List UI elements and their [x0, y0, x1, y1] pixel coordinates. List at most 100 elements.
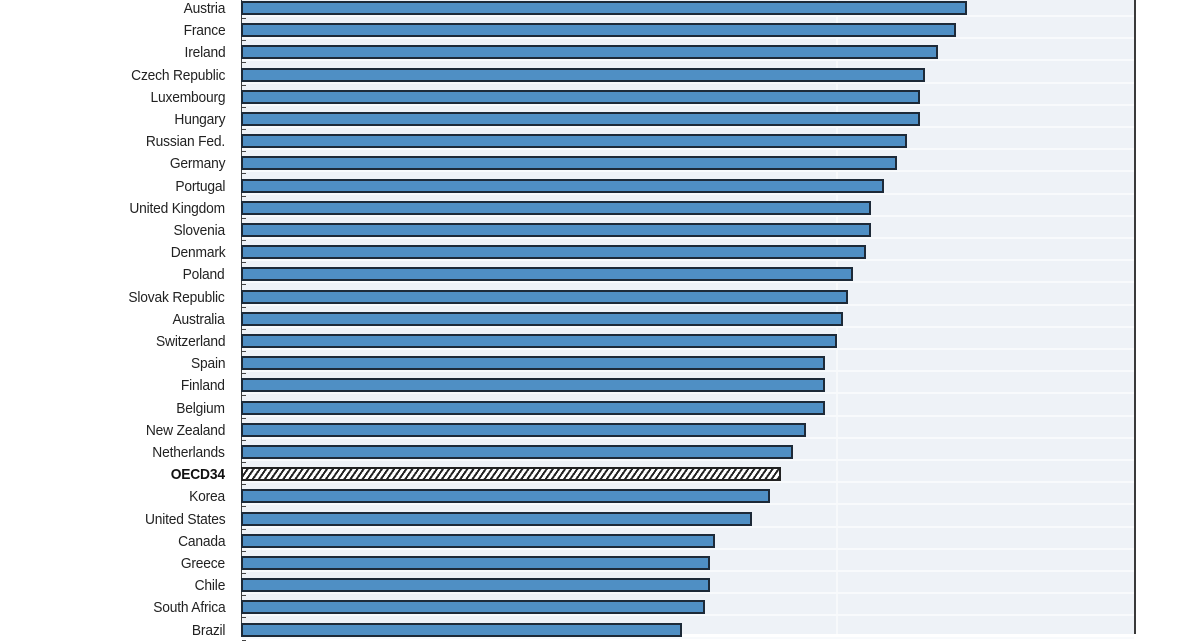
row-separator	[242, 370, 1134, 373]
country-bar	[241, 556, 711, 570]
bar-row: Greece	[0, 555, 1200, 577]
bar-row: Netherlands	[0, 444, 1200, 466]
row-separator	[242, 525, 1134, 528]
category-label: Greece	[180, 555, 225, 572]
bar-row: Spain	[0, 355, 1200, 377]
row-separator	[242, 503, 1134, 506]
country-bar	[241, 622, 682, 637]
category-label: Russian Fed.	[145, 133, 225, 151]
bar-row: New Zealand	[0, 422, 1200, 444]
axis-tick	[242, 62, 246, 64]
row-separator	[242, 126, 1134, 128]
country-bar	[241, 156, 897, 171]
country-bar	[241, 334, 837, 348]
country-bar	[241, 356, 826, 371]
category-label: Brazil	[191, 621, 226, 639]
axis-tick	[242, 351, 246, 352]
category-label: South Africa	[152, 599, 225, 617]
bar-row: Switzerland	[0, 333, 1200, 355]
bar-row: Australia	[0, 311, 1200, 333]
axis-tick	[242, 217, 246, 219]
row-separator	[242, 481, 1134, 484]
country-bar	[241, 400, 826, 415]
row-separator	[242, 81, 1134, 84]
category-label: Slovenia	[173, 222, 226, 239]
category-label: Portugal	[175, 177, 225, 195]
category-label: Spain	[190, 355, 226, 373]
bar-row: United Kingdom	[0, 200, 1200, 222]
category-label: United Kingdom	[129, 199, 225, 217]
row-separator	[242, 325, 1134, 328]
category-label: Austria	[183, 0, 225, 17]
country-bar	[241, 600, 705, 615]
axis-tick	[242, 129, 246, 130]
bar-row: Poland	[0, 266, 1200, 288]
category-label: Poland	[183, 266, 225, 284]
row-separator	[242, 414, 1134, 417]
axis-tick	[242, 617, 246, 619]
bar-row: Brazil	[0, 622, 1200, 644]
row-separator	[242, 303, 1134, 306]
bar-row: South Africa	[0, 599, 1200, 621]
bar-row: Germany	[0, 155, 1200, 177]
bar-row: Russian Fed.	[0, 133, 1200, 155]
country-bar	[241, 289, 848, 304]
country-bar	[241, 311, 844, 326]
row-separator	[242, 59, 1134, 62]
country-bar	[241, 245, 867, 260]
bar-row: Korea	[0, 488, 1200, 510]
bar-row: France	[0, 22, 1200, 44]
country-bar	[241, 178, 885, 193]
axis-tick	[242, 40, 246, 42]
country-bar	[241, 223, 871, 237]
category-label: Canada	[177, 532, 225, 550]
row-separator	[242, 547, 1134, 550]
row-separator	[242, 281, 1134, 284]
category-label: Finland	[181, 377, 225, 395]
bar-row: Finland	[0, 377, 1200, 399]
axis-tick	[242, 262, 246, 264]
category-label: Chile	[194, 577, 225, 595]
axis-tick	[242, 106, 246, 108]
row-separator	[242, 459, 1134, 461]
bar-row: Canada	[0, 533, 1200, 555]
row-separator	[242, 148, 1134, 151]
axis-tick	[242, 151, 246, 153]
bar-row: Austria	[0, 0, 1200, 22]
category-label: Hungary	[174, 111, 225, 128]
axis-tick	[242, 240, 246, 241]
category-label: Germany	[169, 155, 226, 173]
axis-tick	[242, 528, 246, 530]
category-label: Czech Republic	[130, 66, 225, 84]
category-label: Korea	[189, 488, 225, 506]
axis-tick	[242, 373, 246, 375]
axis-tick	[242, 462, 246, 463]
country-bar	[241, 23, 957, 38]
bar-row: OECD34	[0, 466, 1200, 488]
country-bar	[241, 67, 926, 82]
row-separator	[242, 614, 1134, 617]
row-separator	[242, 259, 1134, 262]
bar-row: Belgium	[0, 400, 1200, 422]
country-bar	[241, 489, 770, 504]
category-label: New Zealand	[145, 421, 225, 439]
bar-row: Hungary	[0, 111, 1200, 133]
axis-tick	[242, 195, 246, 197]
country-bar	[241, 112, 920, 126]
axis-tick	[242, 439, 246, 441]
country-bar	[241, 45, 938, 60]
axis-tick	[242, 284, 246, 286]
bar-row: Portugal	[0, 178, 1200, 200]
country-bar	[241, 378, 826, 393]
country-bar	[241, 200, 871, 215]
axis-tick	[242, 550, 246, 552]
bar-row: United States	[0, 511, 1200, 533]
axis-tick	[242, 639, 246, 641]
row-separator	[242, 103, 1134, 106]
bar-row: Denmark	[0, 244, 1200, 266]
row-separator	[242, 237, 1134, 239]
country-bar	[241, 422, 806, 437]
row-separator	[242, 348, 1134, 350]
country-bar	[241, 578, 711, 593]
